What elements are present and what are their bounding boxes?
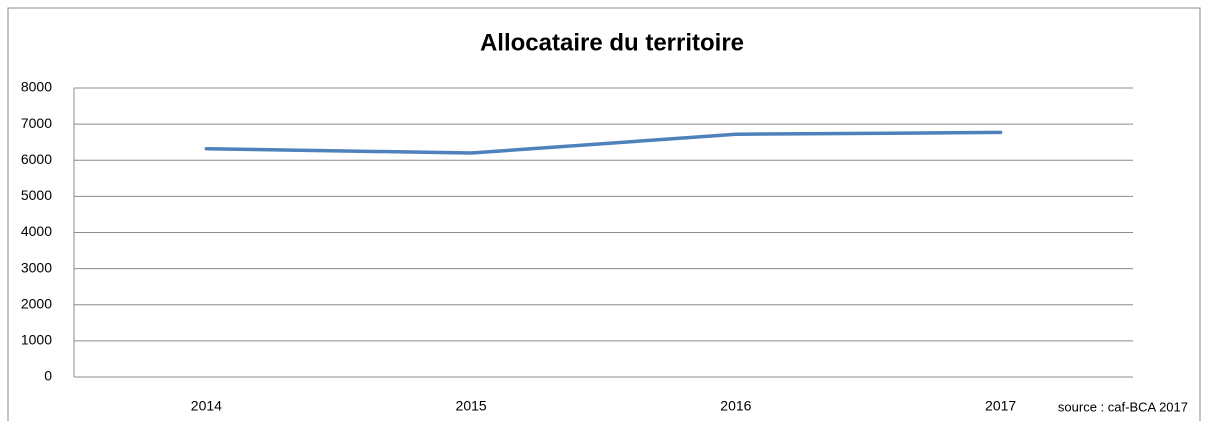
- chart-title: Allocataire du territoire: [480, 29, 744, 56]
- y-tick-label: 7000: [21, 115, 52, 131]
- y-tick-label: 3000: [21, 259, 52, 275]
- y-tick-label: 6000: [21, 151, 52, 167]
- y-tick-label: 5000: [21, 187, 52, 203]
- x-tick-label: 2016: [720, 398, 751, 414]
- chart-frame: [7, 7, 1201, 421]
- x-tick-label: 2017: [985, 398, 1016, 414]
- y-tick-label: 2000: [21, 295, 52, 311]
- y-tick-label: 1000: [21, 332, 52, 348]
- y-tick-label: 0: [44, 368, 52, 384]
- line-series: [204, 130, 1003, 155]
- source-note: source : caf-BCA 2017: [1058, 399, 1188, 414]
- y-tick-label: 8000: [21, 79, 52, 95]
- x-tick-label: 2015: [456, 398, 487, 414]
- x-tick-label: 2014: [191, 398, 222, 414]
- y-tick-label: 4000: [21, 223, 52, 239]
